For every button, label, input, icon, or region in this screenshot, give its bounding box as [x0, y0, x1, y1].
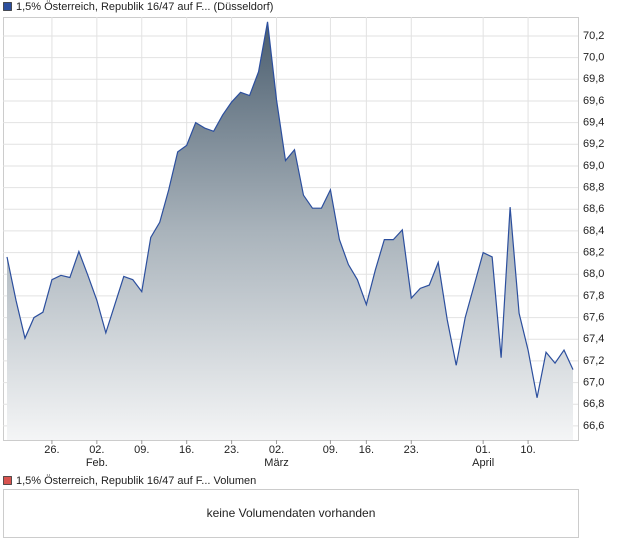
x-month-label: Feb.: [86, 457, 108, 469]
y-tick-label: 69,8: [583, 73, 604, 85]
y-tick-label: 67,4: [583, 333, 604, 345]
y-tick-label: 67,6: [583, 312, 604, 324]
volume-panel: [3, 489, 579, 538]
area-fill: [7, 21, 573, 441]
legend-swatch: [3, 2, 12, 11]
x-tick-label: 02.: [89, 444, 104, 456]
x-month-label: März: [264, 457, 288, 469]
y-tick-label: 69,2: [583, 138, 604, 150]
x-month-label: April: [472, 457, 494, 469]
x-tick-label: 26.: [44, 444, 59, 456]
y-tick-label: 70,2: [583, 30, 604, 42]
legend-label: 1,5% Österreich, Republik 16/47 auf F...…: [16, 475, 256, 487]
x-tick-label: 10.: [520, 444, 535, 456]
x-tick-label: 09.: [134, 444, 149, 456]
x-tick-label: 16.: [359, 444, 374, 456]
y-tick-label: 68,2: [583, 247, 604, 259]
x-tick-label: 23.: [224, 444, 239, 456]
price-line: [6, 21, 574, 398]
y-tick-label: 69,4: [583, 117, 604, 129]
volume-message: keine Volumendaten vorhanden: [207, 506, 376, 520]
x-tick-label: 09.: [323, 444, 338, 456]
x-tick-label: 23.: [404, 444, 419, 456]
y-tick-label: 67,8: [583, 290, 604, 302]
y-tick-label: 68,8: [583, 182, 604, 194]
y-tick-label: 66,6: [583, 420, 604, 432]
y-tick-label: 69,6: [583, 95, 604, 107]
y-tick-label: 67,0: [583, 376, 604, 388]
legend-label: 1,5% Österreich, Republik 16/47 auf F...…: [16, 1, 273, 13]
y-tick-label: 69,0: [583, 160, 604, 172]
x-tick-label: 16.: [179, 444, 194, 456]
y-tick-label: 66,8: [583, 398, 604, 410]
y-tick-label: 68,0: [583, 268, 604, 280]
y-tick-label: 70,0: [583, 52, 604, 64]
legend-swatch: [3, 476, 12, 485]
x-tick-label: 01.: [476, 444, 491, 456]
y-tick-label: 68,6: [583, 203, 604, 215]
y-tick-label: 68,4: [583, 225, 604, 237]
y-tick-label: 67,2: [583, 355, 604, 367]
x-tick-label: 02.: [269, 444, 284, 456]
